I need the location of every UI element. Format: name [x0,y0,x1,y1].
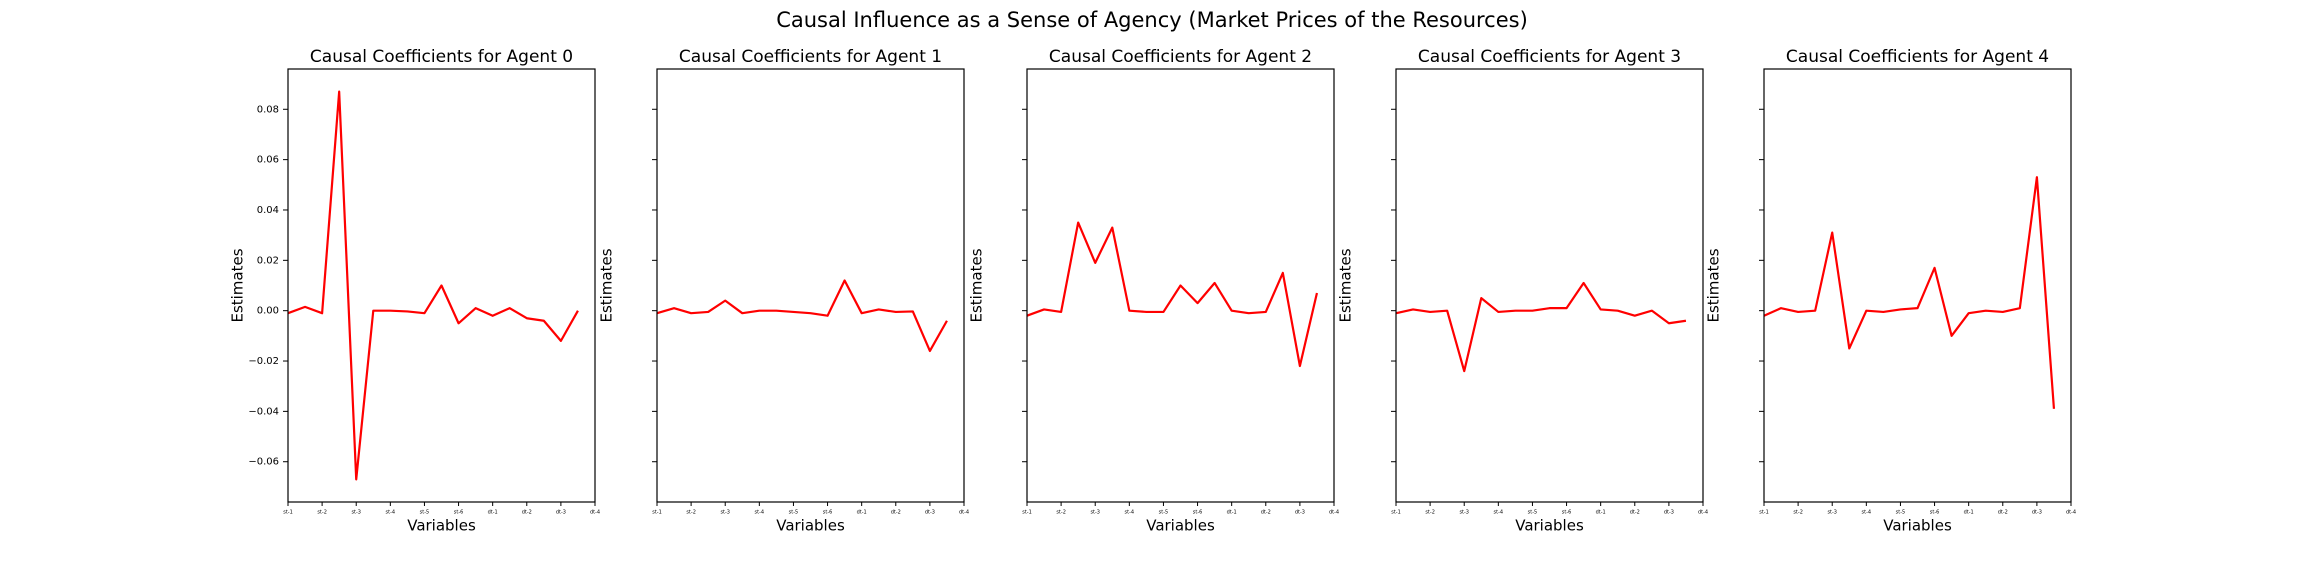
x-axis-label: Variables [776,517,845,535]
x-axis-label: Variables [1146,517,1215,535]
y-tick-label: 0.02 [257,255,279,266]
x-tick-label: st-2 [1425,510,1435,516]
x-tick-label: dt-3 [1664,510,1674,516]
subplot-title: Causal Coefficients for Agent 3 [1418,47,1681,67]
y-tick-label: −0.04 [248,406,279,417]
x-tick-label: st-4 [755,510,765,516]
x-tick-label: st-6 [1193,510,1203,516]
x-tick-label: st-4 [1125,510,1135,516]
axes-frame [1763,68,2072,503]
x-tick-label: dt-4 [1698,510,1708,516]
data-line [287,90,579,481]
x-tick-label: dt-2 [1261,510,1271,516]
x-tick-label: st-6 [454,510,464,516]
x-tick-label: dt-4 [1329,510,1339,516]
axes-frame [1026,68,1335,503]
x-tick-label: st-5 [1528,510,1538,516]
subplot-title: Causal Coefficients for Agent 2 [1049,47,1312,67]
x-tick-label: st-3 [720,510,730,516]
axes-frame [1395,68,1704,503]
x-tick-label: dt-4 [2066,510,2076,516]
x-tick-label: st-3 [1090,510,1100,516]
x-tick-label: st-1 [283,510,293,516]
subplot-title: Causal Coefficients for Agent 1 [679,47,942,67]
y-tick-label: −0.02 [248,356,279,367]
x-tick-label: dt-1 [857,510,867,516]
x-tick-label: st-2 [1793,510,1803,516]
y-tick-label: 0.08 [257,104,279,115]
x-tick-label: st-1 [1759,510,1769,516]
x-tick-label: dt-1 [488,510,498,516]
x-tick-label: st-6 [1562,510,1572,516]
x-tick-label: st-1 [652,510,662,516]
x-tick-label: st-4 [386,510,396,516]
data-line [1395,281,1687,373]
x-tick-label: dt-2 [522,510,532,516]
x-tick-label: dt-2 [1998,510,2008,516]
data-line [1026,221,1319,368]
x-tick-label: st-5 [1159,510,1169,516]
x-tick-label: st-5 [1896,510,1906,516]
x-tick-label: dt-4 [590,510,600,516]
y-tick-label: 0.06 [257,155,279,166]
x-tick-label: dt-2 [1630,510,1640,516]
x-tick-label: st-2 [317,510,327,516]
figure-title: Causal Influence as a Sense of Agency (M… [776,8,1528,32]
y-axis-label: Estimates [229,248,247,322]
x-tick-label: dt-3 [2032,510,2042,516]
x-tick-label: dt-1 [1227,510,1237,516]
x-tick-label: st-6 [823,510,833,516]
y-axis-label: Estimates [1705,248,1723,322]
y-axis-label: Estimates [968,248,986,322]
y-axis-label: Estimates [1337,248,1355,322]
axes-frame [287,68,596,503]
data-line [656,279,948,353]
x-axis-label: Variables [407,517,476,535]
x-tick-label: st-3 [1459,510,1469,516]
x-tick-label: st-5 [789,510,799,516]
x-tick-label: dt-3 [1295,510,1305,516]
y-tick-label: −0.06 [248,457,279,468]
data-line [1763,176,2056,409]
x-tick-label: dt-1 [1596,510,1606,516]
subplot-title: Causal Coefficients for Agent 4 [1786,47,2049,67]
x-tick-label: dt-4 [959,510,969,516]
x-tick-label: dt-2 [891,510,901,516]
x-tick-label: st-6 [1930,510,1940,516]
x-tick-label: st-1 [1391,510,1401,516]
x-tick-label: st-5 [420,510,430,516]
x-tick-label: st-2 [1056,510,1066,516]
x-tick-label: dt-1 [1964,510,1974,516]
subplot-title: Causal Coefficients for Agent 0 [310,47,573,67]
y-axis-label: Estimates [598,248,616,322]
x-tick-label: st-4 [1862,510,1872,516]
x-tick-label: st-1 [1022,510,1032,516]
y-tick-label: 0.00 [257,306,279,317]
x-tick-label: st-4 [1494,510,1504,516]
y-tick-label: 0.04 [257,205,279,216]
x-tick-label: dt-3 [925,510,935,516]
x-axis-label: Variables [1883,517,1952,535]
x-tick-label: st-2 [686,510,696,516]
x-tick-label: st-3 [351,510,361,516]
x-tick-label: st-3 [1827,510,1837,516]
axes-frame [656,68,965,503]
x-tick-label: dt-3 [556,510,566,516]
x-axis-label: Variables [1515,517,1584,535]
